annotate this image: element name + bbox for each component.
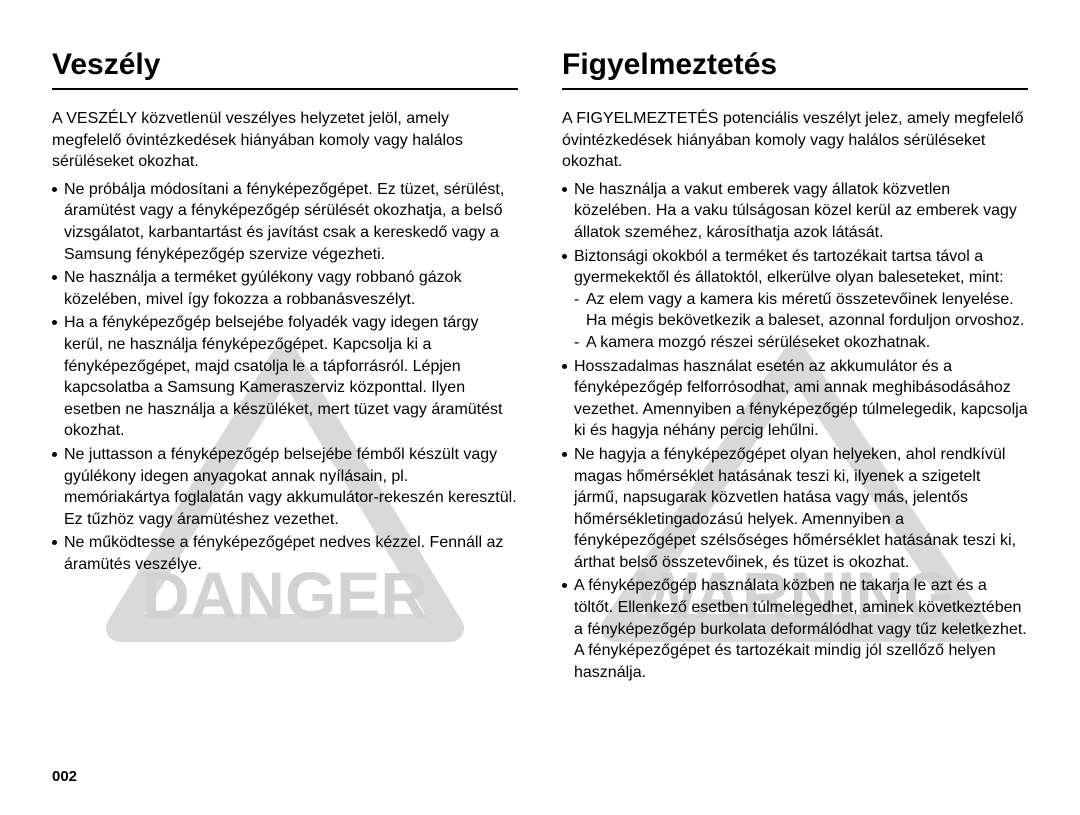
list-item: Biztonsági okokból a terméket és tartozé…: [562, 246, 1028, 354]
right-column: WARNING Figyelmeztetés A FIGYELMEZTETÉS …: [562, 48, 1028, 685]
left-column: DANGER Veszély A VESZÉLY közvetlenül ves…: [52, 48, 518, 685]
list-item-text: A fényképezőgép használata közben ne tak…: [574, 577, 1027, 680]
list-item-text: Ne használja a vakut emberek vagy állato…: [574, 181, 1017, 241]
left-lead-text: A VESZÉLY közvetlenül veszélyes helyzete…: [52, 108, 518, 173]
left-heading-rule: [52, 88, 518, 90]
list-item: Ne próbálja módosítani a fényképezőgépet…: [52, 179, 518, 265]
list-item: Ne használja a vakut emberek vagy állato…: [562, 179, 1028, 244]
list-item: Ne működtesse a fényképezőgépet nedves k…: [52, 532, 518, 575]
list-item-text: Ne juttasson a fényképezőgép belsejébe f…: [64, 446, 517, 528]
list-item-text: Ne hagyja a fényképezőgépet olyan helyek…: [574, 446, 1016, 571]
list-item: Hosszadalmas használat esetén az akkumul…: [562, 356, 1028, 442]
list-item-text: Ha a fényképezőgép belsejébe folyadék va…: [64, 314, 502, 439]
two-column-layout: DANGER Veszély A VESZÉLY közvetlenül ves…: [52, 48, 1028, 685]
right-bullet-list: Ne használja a vakut emberek vagy állato…: [562, 179, 1028, 684]
left-heading: Veszély: [52, 48, 518, 82]
page-number: 002: [52, 768, 77, 785]
list-item: Ne hagyja a fényképezőgépet olyan helyek…: [562, 444, 1028, 574]
sub-list-item: A kamera mozgó részei sérüléseket okozha…: [574, 332, 1028, 354]
sub-list: Az elem vagy a kamera kis méretű összete…: [574, 289, 1028, 354]
list-item: Ne használja a terméket gyúlékony vagy r…: [52, 267, 518, 310]
right-lead-text: A FIGYELMEZTETÉS potenciális veszélyt je…: [562, 108, 1028, 173]
list-item: Ha a fényképezőgép belsejébe folyadék va…: [52, 312, 518, 442]
list-item: Ne juttasson a fényképezőgép belsejébe f…: [52, 444, 518, 530]
right-heading-rule: [562, 88, 1028, 90]
list-item-text: Biztonsági okokból a terméket és tartozé…: [574, 248, 1004, 287]
manual-page: DANGER Veszély A VESZÉLY közvetlenül ves…: [0, 0, 1080, 815]
list-item-text: Ne próbálja módosítani a fényképezőgépet…: [64, 181, 504, 263]
list-item-text: Ne használja a terméket gyúlékony vagy r…: [64, 269, 462, 308]
right-heading: Figyelmeztetés: [562, 48, 1028, 82]
list-item-text: Ne működtesse a fényképezőgépet nedves k…: [64, 534, 503, 573]
list-item: A fényképezőgép használata közben ne tak…: [562, 575, 1028, 683]
sub-list-item: Az elem vagy a kamera kis méretű összete…: [574, 289, 1028, 332]
left-bullet-list: Ne próbálja módosítani a fényképezőgépet…: [52, 179, 518, 576]
list-item-text: Hosszadalmas használat esetén az akkumul…: [574, 358, 1028, 440]
